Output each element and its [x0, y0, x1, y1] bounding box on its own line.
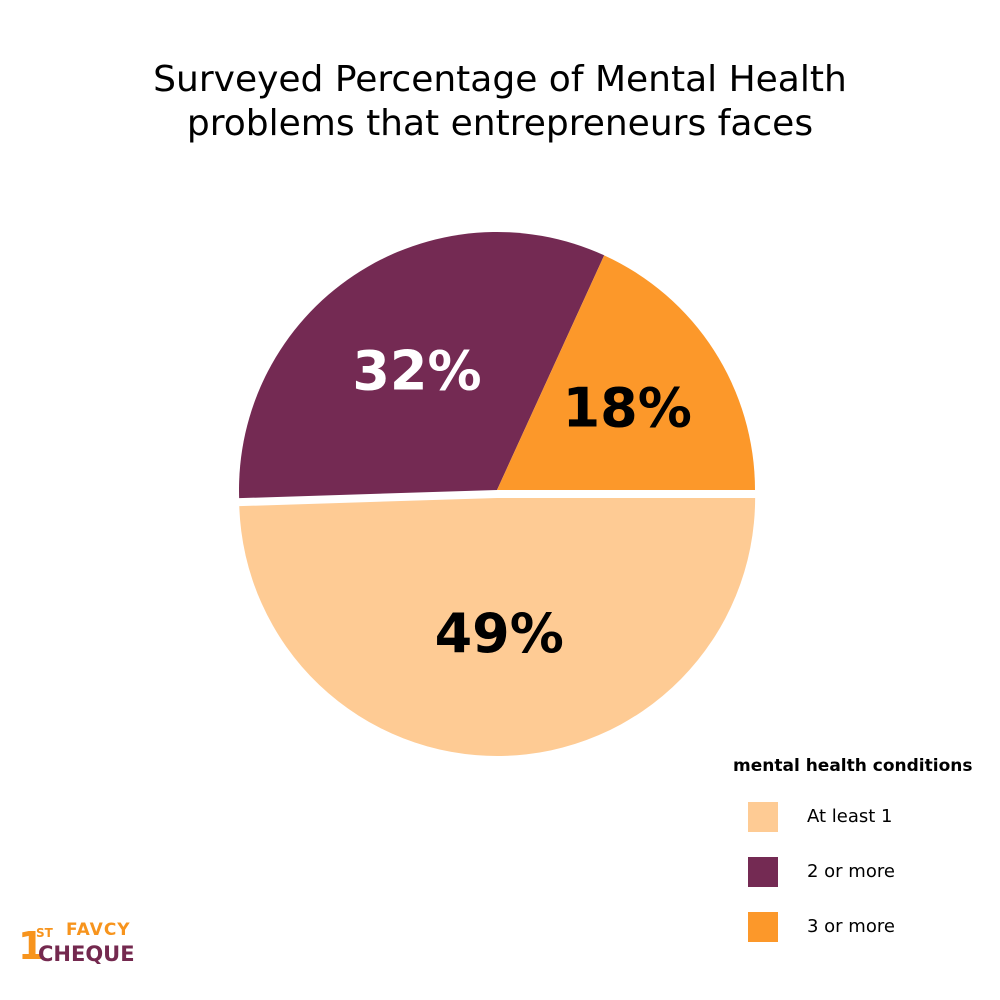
legend-swatch [748, 912, 778, 942]
pie-label-at-least-1: 49% [435, 602, 564, 665]
legend-swatch [748, 857, 778, 887]
pie-label-3-or-more: 18% [563, 376, 692, 439]
favcy-1st-cheque-logo: 1 ST FAVCY CHEQUE [18, 920, 148, 970]
chart-title-line-1: Surveyed Percentage of Mental Health [153, 59, 847, 100]
logo-cheque: CHEQUE [38, 942, 135, 966]
legend: mental health conditions At least 1 2 or… [733, 752, 993, 945]
legend-label: 2 or more [807, 861, 895, 882]
pie-slice-3-or-more [497, 255, 755, 490]
legend-item-3-or-more: 3 or more [733, 890, 993, 945]
legend-label: At least 1 [807, 806, 893, 827]
chart-title-line-2: problems that entrepreneurs faces [186, 103, 814, 144]
legend-swatch [748, 802, 778, 832]
legend-label: 3 or more [807, 916, 895, 937]
logo-one: 1 [18, 924, 45, 968]
pie-slice-at-least-1 [239, 497, 756, 757]
logo-favcy: FAVCY [66, 920, 131, 940]
logo-st: ST [36, 926, 53, 940]
legend-title: mental health conditions [733, 756, 973, 776]
legend-item-at-least-1: At least 1 [733, 780, 993, 835]
pie-label-2-or-more: 32% [352, 340, 481, 403]
pie-slice-2-or-more [239, 231, 605, 499]
legend-item-2-or-more: 2 or more [733, 835, 993, 890]
chart-title: Surveyed Percentage of Mental Health pro… [0, 58, 1000, 146]
